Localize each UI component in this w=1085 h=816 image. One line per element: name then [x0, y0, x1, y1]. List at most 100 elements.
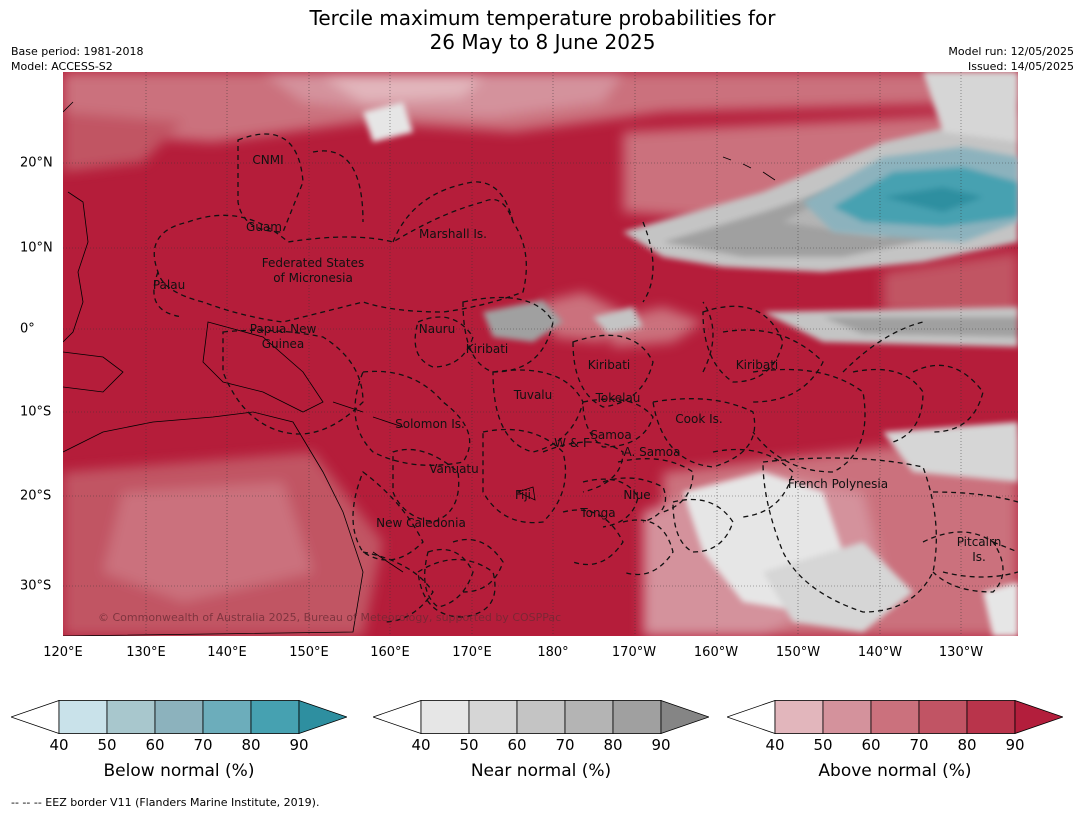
eez-borders: [153, 133, 1018, 623]
colorbar-tick: 50: [813, 736, 833, 754]
colorbar-over-triangle: [1014, 700, 1063, 734]
label-kiribati-east: Kiribati: [736, 358, 778, 372]
label-tuvalu: Tuvalu: [513, 388, 553, 402]
colorbar-tick: 90: [651, 736, 671, 754]
lon-label: 130°W: [938, 645, 984, 660]
label-french-polynesia: French Polynesia: [788, 477, 888, 491]
copyright-text: © Commonwealth of Australia 2025, Bureau…: [98, 611, 561, 624]
eez-footer-note: -- -- -- EEZ border V11 (Flanders Marine…: [11, 796, 320, 809]
lon-label: 140°E: [207, 645, 247, 660]
lat-label: 20°S: [20, 488, 52, 504]
colorbar-tick: 90: [1005, 736, 1025, 754]
label-vanuatu: Vanuatu: [429, 462, 479, 476]
colorbar-segment: [58, 700, 108, 734]
colorbar-segment: [870, 700, 920, 734]
label-samoa: Samoa: [590, 428, 631, 442]
coastlines: [63, 101, 776, 636]
lon-label: 170°W: [611, 645, 657, 660]
label-palau: Palau: [153, 278, 185, 292]
lon-label: 120°E: [43, 645, 83, 660]
colorbar-under-triangle: [11, 700, 60, 734]
label-new-caledonia: New Caledonia: [376, 516, 466, 530]
colorbar-tick: 60: [145, 736, 165, 754]
colorbar-over-triangle: [298, 700, 347, 734]
colorbar-tick: 70: [193, 736, 213, 754]
label-cnmi: CNMI: [252, 153, 283, 167]
colorbar: [727, 700, 1063, 734]
lon-label: 140°W: [857, 645, 903, 660]
label-tokelau: Tokelau: [595, 391, 641, 405]
meta-left: Base period: 1981-2018 Model: ACCESS-S2: [11, 44, 143, 74]
label-cook-islands: Cook Is.: [675, 412, 722, 426]
label-tonga: Tonga: [579, 506, 615, 520]
lat-label: 20°N: [20, 155, 53, 171]
lon-label: 160°W: [693, 645, 739, 660]
label-pitcairn-1: Pitcairn: [957, 535, 1002, 549]
colorbar-tick: 70: [555, 736, 575, 754]
label-marshall: Marshall Is.: [419, 227, 487, 241]
label-png-2: Guinea: [262, 337, 305, 351]
colorbar-segment: [202, 700, 252, 734]
label-kiribati-central: Kiribati: [588, 358, 630, 372]
label-fiji: Fiji: [515, 488, 531, 502]
colorbar-under-triangle: [727, 700, 776, 734]
colorbar-tick: 80: [603, 736, 623, 754]
lon-label: 150°E: [289, 645, 329, 660]
lat-label: 10°S: [20, 404, 52, 420]
lon-label: 170°E: [452, 645, 492, 660]
colorbar-title: Near normal (%): [470, 761, 612, 781]
lon-label: 150°W: [775, 645, 821, 660]
label-png-1: Papua New: [250, 322, 317, 336]
colorbar-title: Below normal (%): [103, 761, 255, 781]
colorbar-under-triangle: [373, 700, 422, 734]
lon-label: 130°E: [126, 645, 166, 660]
colorbar-segment: [918, 700, 968, 734]
colorbar-over-triangle: [660, 700, 709, 734]
colorbar-tick: 90: [289, 736, 309, 754]
label-fsm-1: Federated States: [262, 256, 364, 270]
label-kiribati-west: Kiribati: [466, 342, 508, 356]
probability-map: CNMI Guam Marshall Is. Federated States …: [63, 72, 1018, 636]
colorbar-tick: 70: [909, 736, 929, 754]
title-line-1: Tercile maximum temperature probabilitie…: [309, 6, 776, 30]
map-title: Tercile maximum temperature probabilitie…: [0, 6, 1085, 54]
lat-label: 30°S: [20, 578, 52, 594]
lon-label: 160°E: [370, 645, 410, 660]
colorbar-segment: [250, 700, 300, 734]
colorbar-tick: 50: [97, 736, 117, 754]
title-line-2: 26 May to 8 June 2025: [429, 30, 656, 54]
lat-label: 0°: [20, 321, 35, 337]
colorbar: [11, 700, 347, 734]
colorbar-segment: [468, 700, 518, 734]
label-pitcairn-2: Is.: [972, 550, 986, 564]
graticule: [63, 72, 1018, 636]
label-wallis-futuna: W & F: [554, 436, 590, 450]
colorbar-segment: [420, 700, 470, 734]
colorbar-tick: 60: [861, 736, 881, 754]
issued-date: Issued: 14/05/2025: [967, 60, 1074, 73]
colorbar-tick: 80: [957, 736, 977, 754]
label-nauru: Nauru: [419, 322, 455, 336]
label-solomon: Solomon Is.: [395, 417, 465, 431]
region-labels: CNMI Guam Marshall Is. Federated States …: [153, 153, 1001, 564]
colorbar-segment: [966, 700, 1016, 734]
colorbar-segment: [774, 700, 824, 734]
model-name: Model: ACCESS-S2: [11, 60, 113, 73]
label-niue: Niue: [623, 488, 650, 502]
colorbar-segment: [516, 700, 566, 734]
model-run: Model run: 12/05/2025: [948, 45, 1074, 58]
colorbar-segment: [154, 700, 204, 734]
colorbar-tick: 50: [459, 736, 479, 754]
colorbar-tick: 40: [49, 736, 69, 754]
colorbar-tick: 60: [507, 736, 527, 754]
label-guam: Guam: [246, 220, 282, 234]
colorbar-segment: [106, 700, 156, 734]
colorbar-segment: [564, 700, 614, 734]
base-period: Base period: 1981-2018: [11, 45, 144, 58]
meta-right: Model run: 12/05/2025 Issued: 14/05/2025: [948, 44, 1074, 74]
below-normal-areas: [803, 147, 1018, 242]
colorbar-title: Above normal (%): [818, 761, 972, 781]
colorbar-segment: [822, 700, 872, 734]
colorbar-tick: 40: [765, 736, 785, 754]
colorbar-tick: 80: [241, 736, 261, 754]
